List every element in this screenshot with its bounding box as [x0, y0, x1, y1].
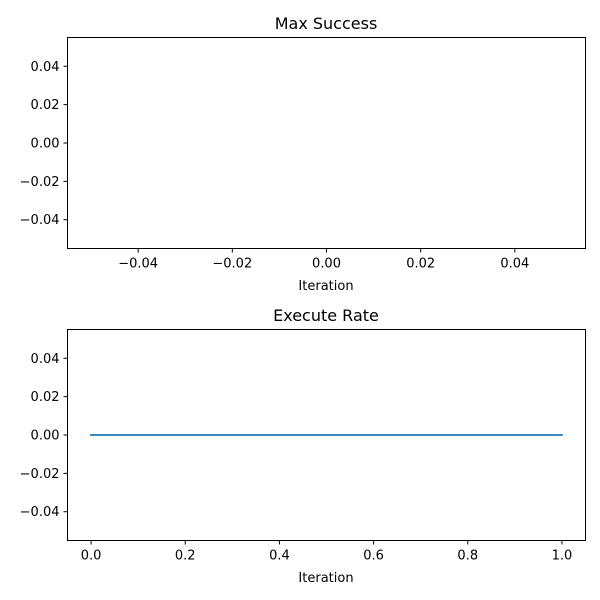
subplot-max-success: Max Success −0.04 −0.02 0.00 0.02 0.04 0.04 0.…: [20, 14, 586, 294]
x-tick-label: 0.00: [312, 257, 341, 272]
x-tick-label: −0.02: [212, 257, 252, 272]
x-tick-label: 0.2: [175, 549, 196, 564]
axes-ticks: −0.04 −0.02 0.00 0.02 0.04 0.04 0.02 0.00 −0.02 −…: [20, 60, 530, 272]
x-tick-label: 0.0: [81, 549, 102, 564]
y-tick-label: 0.04: [31, 352, 60, 367]
y-tick-label: 0.00: [31, 137, 60, 152]
chart-title: Execute Rate: [273, 306, 379, 325]
x-tick-label: −0.04: [118, 257, 158, 272]
x-tick-label: 0.4: [269, 549, 290, 564]
y-tick-label: −0.02: [20, 175, 60, 190]
y-tick-label: −0.04: [20, 213, 60, 228]
y-tick-label: −0.02: [20, 467, 60, 482]
x-tick-label: 1.0: [552, 549, 573, 564]
y-tick-label: 0.02: [31, 390, 60, 405]
y-tick-label: −0.04: [20, 505, 60, 520]
x-tick-label: 0.02: [406, 257, 435, 272]
axes-ticks: 0.0 0.2 0.4 0.6 0.8 1.0 0.04 0.02 0.00 −0.02 −0.04: [20, 352, 573, 564]
plot-area-frame: [67, 37, 586, 249]
subplot-execute-rate: Execute Rate 0.0 0.2 0.4 0.6 0.8 1.00.040.020…: [20, 306, 586, 586]
x-tick-label: 0.04: [500, 257, 529, 272]
y-tick-label: 0.00: [31, 429, 60, 444]
x-axis-label: Iteration: [298, 571, 353, 586]
y-tick-label: 0.02: [31, 98, 60, 113]
x-tick-label: 0.6: [363, 549, 384, 564]
x-axis-label: Iteration: [298, 279, 353, 294]
chart-title: Max Success: [275, 14, 378, 33]
y-tick-label: 0.04: [31, 60, 60, 75]
x-tick-label: 0.8: [457, 549, 478, 564]
